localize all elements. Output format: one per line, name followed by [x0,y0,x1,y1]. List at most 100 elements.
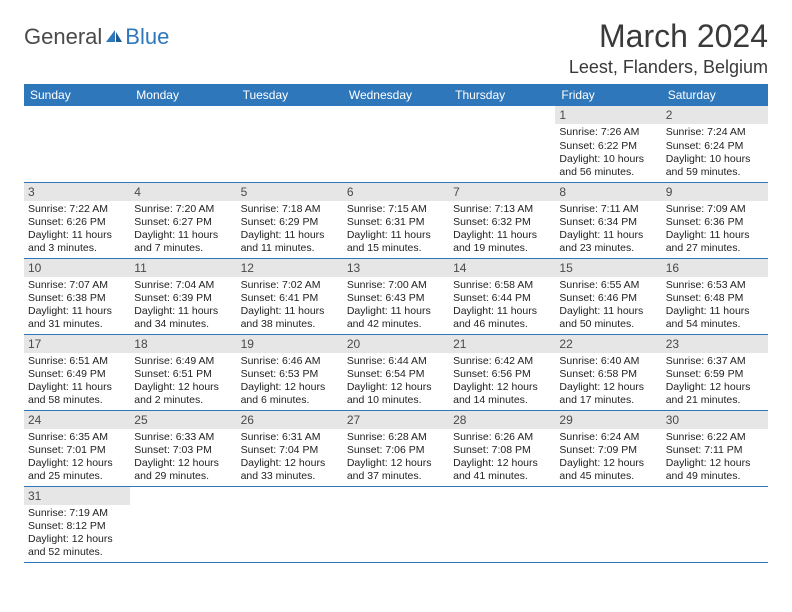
sunset-text: Sunset: 6:39 PM [134,292,232,305]
day-number: 7 [449,183,555,201]
daylight-text: Daylight: 12 hours and 41 minutes. [453,457,551,483]
sunrise-text: Sunrise: 7:20 AM [134,203,232,216]
sunset-text: Sunset: 6:29 PM [241,216,339,229]
sunrise-text: Sunrise: 6:28 AM [347,431,445,444]
calendar-cell [555,486,661,562]
calendar-cell: 12Sunrise: 7:02 AMSunset: 6:41 PMDayligh… [237,258,343,334]
sunset-text: Sunset: 7:03 PM [134,444,232,457]
day-number [555,487,661,505]
day-details: Sunrise: 7:07 AMSunset: 6:38 PMDaylight:… [24,277,130,334]
daylight-text: Daylight: 12 hours and 49 minutes. [666,457,764,483]
calendar-cell: 14Sunrise: 6:58 AMSunset: 6:44 PMDayligh… [449,258,555,334]
day-details: Sunrise: 6:22 AMSunset: 7:11 PMDaylight:… [662,429,768,486]
daylight-text: Daylight: 12 hours and 33 minutes. [241,457,339,483]
daylight-text: Daylight: 11 hours and 11 minutes. [241,229,339,255]
sunset-text: Sunset: 6:44 PM [453,292,551,305]
calendar-week-row: 17Sunrise: 6:51 AMSunset: 6:49 PMDayligh… [24,334,768,410]
day-details: Sunrise: 6:58 AMSunset: 6:44 PMDaylight:… [449,277,555,334]
daylight-text: Daylight: 12 hours and 2 minutes. [134,381,232,407]
daylight-text: Daylight: 12 hours and 6 minutes. [241,381,339,407]
page-header: General Blue March 2024 Leest, Flanders,… [24,18,768,78]
day-details: Sunrise: 6:26 AMSunset: 7:08 PMDaylight:… [449,429,555,486]
sunrise-text: Sunrise: 6:58 AM [453,279,551,292]
sunset-text: Sunset: 6:54 PM [347,368,445,381]
sunset-text: Sunset: 6:49 PM [28,368,126,381]
sunrise-text: Sunrise: 6:40 AM [559,355,657,368]
daylight-text: Daylight: 12 hours and 29 minutes. [134,457,232,483]
day-details: Sunrise: 7:19 AMSunset: 8:12 PMDaylight:… [24,505,130,562]
calendar-week-row: 24Sunrise: 6:35 AMSunset: 7:01 PMDayligh… [24,410,768,486]
sunset-text: Sunset: 6:41 PM [241,292,339,305]
daylight-text: Daylight: 11 hours and 7 minutes. [134,229,232,255]
day-number: 11 [130,259,236,277]
calendar-cell: 10Sunrise: 7:07 AMSunset: 6:38 PMDayligh… [24,258,130,334]
day-number: 23 [662,335,768,353]
day-number: 16 [662,259,768,277]
sunset-text: Sunset: 6:46 PM [559,292,657,305]
day-details: Sunrise: 6:49 AMSunset: 6:51 PMDaylight:… [130,353,236,410]
calendar-cell: 19Sunrise: 6:46 AMSunset: 6:53 PMDayligh… [237,334,343,410]
weekday-header: Thursday [449,84,555,106]
day-details: Sunrise: 7:20 AMSunset: 6:27 PMDaylight:… [130,201,236,258]
calendar-week-row: 1Sunrise: 7:26 AMSunset: 6:22 PMDaylight… [24,106,768,182]
calendar-cell: 21Sunrise: 6:42 AMSunset: 6:56 PMDayligh… [449,334,555,410]
day-details: Sunrise: 7:11 AMSunset: 6:34 PMDaylight:… [555,201,661,258]
calendar-cell [343,106,449,182]
calendar-cell: 9Sunrise: 7:09 AMSunset: 6:36 PMDaylight… [662,182,768,258]
daylight-text: Daylight: 11 hours and 3 minutes. [28,229,126,255]
day-details: Sunrise: 6:35 AMSunset: 7:01 PMDaylight:… [24,429,130,486]
brand-blue: Blue [125,24,169,50]
brand-logo: General Blue [24,24,169,50]
day-number: 25 [130,411,236,429]
sunrise-text: Sunrise: 6:42 AM [453,355,551,368]
sunset-text: Sunset: 6:26 PM [28,216,126,229]
calendar-cell [130,106,236,182]
daylight-text: Daylight: 12 hours and 37 minutes. [347,457,445,483]
calendar-week-row: 3Sunrise: 7:22 AMSunset: 6:26 PMDaylight… [24,182,768,258]
location-text: Leest, Flanders, Belgium [569,57,768,78]
day-number [237,106,343,124]
day-number: 1 [555,106,661,124]
daylight-text: Daylight: 11 hours and 58 minutes. [28,381,126,407]
weekday-header-row: Sunday Monday Tuesday Wednesday Thursday… [24,84,768,106]
daylight-text: Daylight: 11 hours and 15 minutes. [347,229,445,255]
daylight-text: Daylight: 12 hours and 21 minutes. [666,381,764,407]
day-number: 13 [343,259,449,277]
day-number [24,106,130,124]
day-details: Sunrise: 6:55 AMSunset: 6:46 PMDaylight:… [555,277,661,334]
day-number [662,487,768,505]
daylight-text: Daylight: 12 hours and 10 minutes. [347,381,445,407]
day-number: 19 [237,335,343,353]
day-number: 15 [555,259,661,277]
daylight-text: Daylight: 10 hours and 59 minutes. [666,153,764,179]
sunset-text: Sunset: 6:38 PM [28,292,126,305]
day-number [449,106,555,124]
calendar-cell: 25Sunrise: 6:33 AMSunset: 7:03 PMDayligh… [130,410,236,486]
sunrise-text: Sunrise: 7:24 AM [666,126,764,139]
sunrise-text: Sunrise: 6:31 AM [241,431,339,444]
sunset-text: Sunset: 8:12 PM [28,520,126,533]
day-details: Sunrise: 6:53 AMSunset: 6:48 PMDaylight:… [662,277,768,334]
day-details: Sunrise: 6:37 AMSunset: 6:59 PMDaylight:… [662,353,768,410]
calendar-cell: 18Sunrise: 6:49 AMSunset: 6:51 PMDayligh… [130,334,236,410]
sunrise-text: Sunrise: 6:33 AM [134,431,232,444]
sunset-text: Sunset: 6:59 PM [666,368,764,381]
sunrise-text: Sunrise: 7:02 AM [241,279,339,292]
day-details: Sunrise: 7:09 AMSunset: 6:36 PMDaylight:… [662,201,768,258]
sunrise-text: Sunrise: 6:24 AM [559,431,657,444]
title-block: March 2024 Leest, Flanders, Belgium [569,18,768,78]
day-details: Sunrise: 6:33 AMSunset: 7:03 PMDaylight:… [130,429,236,486]
day-details: Sunrise: 6:40 AMSunset: 6:58 PMDaylight:… [555,353,661,410]
sunrise-text: Sunrise: 7:18 AM [241,203,339,216]
day-number: 20 [343,335,449,353]
calendar-cell: 27Sunrise: 6:28 AMSunset: 7:06 PMDayligh… [343,410,449,486]
sunrise-text: Sunrise: 6:53 AM [666,279,764,292]
day-number: 27 [343,411,449,429]
sunrise-text: Sunrise: 7:00 AM [347,279,445,292]
daylight-text: Daylight: 12 hours and 17 minutes. [559,381,657,407]
sunrise-text: Sunrise: 7:26 AM [559,126,657,139]
brand-general: General [24,24,102,50]
daylight-text: Daylight: 12 hours and 14 minutes. [453,381,551,407]
day-number: 6 [343,183,449,201]
day-number [130,106,236,124]
